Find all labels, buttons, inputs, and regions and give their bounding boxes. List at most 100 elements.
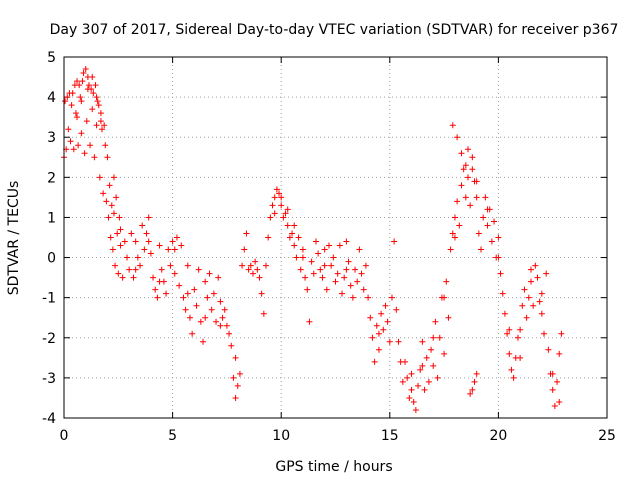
data-point	[230, 374, 237, 381]
data-point	[423, 354, 430, 361]
data-point	[89, 74, 96, 81]
data-point	[373, 322, 380, 329]
data-point	[219, 314, 226, 321]
data-point	[349, 294, 356, 301]
data-point	[234, 382, 241, 389]
data-point	[65, 126, 72, 133]
data-point	[96, 174, 103, 181]
data-point	[167, 262, 174, 269]
data-point	[480, 214, 487, 221]
data-point	[497, 270, 504, 277]
data-point	[75, 142, 82, 149]
data-point	[484, 222, 491, 229]
data-point	[106, 182, 113, 189]
data-point	[419, 362, 426, 369]
data-point	[186, 314, 193, 321]
data-point	[202, 278, 209, 285]
data-point	[121, 238, 128, 245]
data-point	[258, 290, 265, 297]
data-point	[109, 246, 116, 253]
data-point	[217, 322, 224, 329]
data-point	[425, 378, 432, 385]
data-point	[556, 398, 563, 405]
data-point	[104, 154, 111, 161]
data-point	[558, 330, 565, 337]
data-point	[143, 230, 150, 237]
data-point	[72, 110, 79, 117]
data-point	[180, 294, 187, 301]
data-point	[249, 270, 256, 277]
data-point	[93, 94, 100, 101]
data-point	[395, 338, 402, 345]
data-point	[447, 246, 454, 253]
data-point	[343, 266, 350, 273]
y-tick-label: 5	[47, 50, 56, 66]
data-point	[334, 270, 341, 277]
data-point	[105, 214, 112, 221]
data-point	[469, 386, 476, 393]
data-point	[458, 182, 465, 189]
data-point	[110, 210, 117, 217]
y-axis-label: SDTVAR / TECUs	[6, 181, 22, 296]
data-point	[154, 294, 161, 301]
data-point	[451, 234, 458, 241]
data-point	[295, 234, 302, 241]
data-point	[325, 242, 332, 249]
data-point	[323, 286, 330, 293]
data-point	[108, 202, 115, 209]
data-point	[184, 262, 191, 269]
data-point	[102, 142, 109, 149]
data-point	[410, 398, 417, 405]
data-point	[208, 306, 215, 313]
data-point	[215, 274, 222, 281]
data-point	[232, 394, 239, 401]
data-point	[375, 346, 382, 353]
data-point	[434, 374, 441, 381]
data-point	[430, 362, 437, 369]
x-tick-label: 20	[489, 428, 507, 444]
data-point	[182, 306, 189, 313]
data-point	[84, 86, 91, 93]
data-point	[406, 394, 413, 401]
data-point	[228, 342, 235, 349]
data-point	[525, 294, 532, 301]
data-point	[64, 94, 71, 101]
data-point	[356, 246, 363, 253]
data-point	[506, 350, 513, 357]
plot-frame	[63, 56, 608, 419]
data-point	[189, 330, 196, 337]
data-point	[467, 202, 474, 209]
data-point	[193, 302, 200, 309]
x-tick-label: 15	[381, 428, 399, 444]
data-point	[116, 214, 123, 221]
data-point	[280, 214, 287, 221]
data-point	[147, 250, 154, 257]
data-point	[473, 178, 480, 185]
data-point	[69, 90, 76, 97]
data-point	[200, 338, 207, 345]
data-point	[145, 238, 152, 245]
data-point	[412, 406, 419, 413]
data-point	[510, 374, 517, 381]
data-point	[501, 310, 508, 317]
data-point	[169, 238, 176, 245]
data-point	[126, 266, 133, 273]
data-point	[508, 366, 515, 373]
data-point	[70, 146, 77, 153]
data-point	[245, 266, 252, 273]
data-point	[76, 82, 83, 89]
data-point	[393, 306, 400, 313]
data-point	[158, 266, 165, 273]
data-point	[549, 370, 556, 377]
data-point	[362, 262, 369, 269]
data-point	[551, 402, 558, 409]
data-point	[321, 246, 328, 253]
data-point	[458, 150, 465, 157]
data-point	[543, 270, 550, 277]
data-point	[137, 262, 144, 269]
data-point	[538, 310, 545, 317]
data-point	[345, 258, 352, 265]
data-point	[375, 330, 382, 337]
data-point	[117, 226, 124, 233]
data-point	[276, 190, 283, 197]
